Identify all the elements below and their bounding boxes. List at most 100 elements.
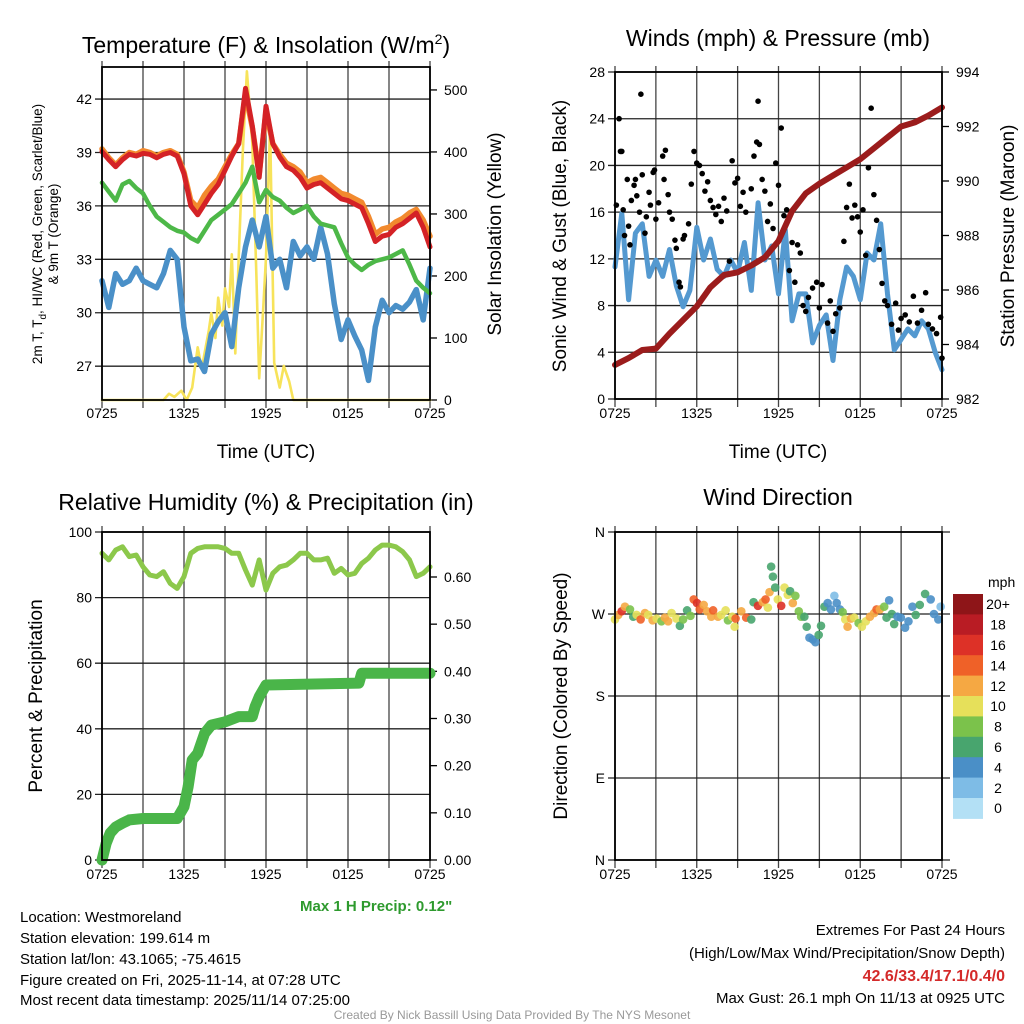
wind-gust-point bbox=[879, 280, 885, 287]
wind-gust-point bbox=[715, 203, 722, 210]
station-pressure-line bbox=[612, 104, 945, 368]
colorbar-swatch bbox=[953, 655, 983, 677]
wind-gust-point bbox=[832, 310, 839, 317]
wind-direction-point bbox=[830, 591, 839, 601]
wind-gust-point bbox=[762, 188, 768, 194]
wind-gust-point bbox=[837, 305, 843, 311]
wind-gust-point bbox=[732, 180, 738, 186]
extremes-title: Extremes For Past 24 Hours bbox=[816, 922, 1005, 939]
wind-gust-point bbox=[702, 188, 708, 194]
wind-gust-point bbox=[781, 212, 787, 219]
wind-direction-point bbox=[832, 598, 841, 608]
wind-gust-point bbox=[642, 230, 648, 236]
wind-direction-point bbox=[708, 606, 718, 615]
wind-gust-point bbox=[734, 175, 741, 182]
wind-gust-point bbox=[830, 328, 836, 335]
colorbar-label: 10 bbox=[990, 698, 1006, 714]
wind-direction-point bbox=[667, 608, 676, 618]
wind-gust-point bbox=[662, 147, 669, 154]
ylabel-part: 2m T, T bbox=[30, 320, 45, 365]
wind-direction-point bbox=[791, 591, 800, 601]
wind-gust-point bbox=[737, 203, 744, 210]
wind-direction-point bbox=[814, 630, 823, 640]
wind-gust-point bbox=[843, 204, 850, 211]
wind-gust-point bbox=[846, 181, 853, 187]
wind-gust-point bbox=[805, 294, 812, 301]
ylabel-part: , HI/WC (Red, Green, Scarlet/Blue) bbox=[30, 104, 45, 314]
rh-chart-title: Relative Humidity (%) & Precipitation (i… bbox=[58, 489, 473, 515]
x-tick-label: 0125 bbox=[332, 866, 363, 882]
wind-direction-point bbox=[816, 621, 826, 631]
wind-gust-point bbox=[723, 208, 730, 214]
wind-gust-point bbox=[726, 258, 733, 264]
temp-title-text: Temperature (F) & Insolation (W/m bbox=[82, 32, 435, 58]
wind-chart-title: Winds (mph) & Pressure (mb) bbox=[626, 25, 930, 51]
wind-gust-point bbox=[740, 189, 746, 196]
wind-gust-point bbox=[813, 279, 820, 286]
wind-direction-point bbox=[811, 637, 820, 647]
wind-chart: 0 4 8 12 16 20 24 28 982 984 986 988 990 992 994 0725 13… bbox=[589, 64, 979, 421]
colorbar-swatch bbox=[953, 798, 983, 819]
wind-direction-point bbox=[672, 614, 681, 623]
right-y-tick-label: 500 bbox=[444, 82, 468, 98]
wind-gust-point bbox=[929, 326, 936, 332]
x-tick-label: 1925 bbox=[250, 405, 281, 421]
colorbar-label: 4 bbox=[994, 759, 1002, 775]
wind-direction-point bbox=[730, 622, 739, 632]
wind-gust-point bbox=[748, 185, 755, 192]
colorbar-swatch bbox=[953, 757, 983, 779]
credit-line: Created By Nick Bassill Using Data Provi… bbox=[334, 1008, 691, 1022]
wind-gust-point bbox=[860, 207, 866, 213]
y-tick-label: 33 bbox=[76, 251, 92, 267]
wind-gust-point bbox=[797, 250, 804, 256]
wind-gust-point bbox=[756, 141, 763, 148]
wind-direction-point bbox=[773, 595, 783, 604]
wind-gust-point bbox=[824, 320, 831, 326]
wind-direction-point bbox=[721, 606, 730, 615]
wind-gust-point bbox=[857, 229, 864, 235]
wind-gust-point bbox=[651, 167, 658, 173]
wind-direction-point bbox=[900, 623, 910, 632]
right-y-tick-label: 992 bbox=[956, 119, 980, 135]
wind-gust-point bbox=[792, 279, 798, 286]
x-tick-label: 1325 bbox=[681, 405, 712, 421]
wind-gust-point bbox=[778, 125, 785, 131]
y-tick-label: 16 bbox=[589, 204, 605, 220]
wind-gust-point bbox=[721, 195, 727, 201]
wind-direction-point bbox=[884, 596, 894, 605]
wind-gust-point bbox=[643, 214, 650, 220]
colorbar-swatch bbox=[953, 634, 983, 656]
dir-chart-title: Wind Direction bbox=[703, 484, 853, 510]
wind-gust-point bbox=[800, 302, 806, 309]
y-tick-label: 0 bbox=[597, 391, 605, 407]
colorbar-label: 20+ bbox=[986, 596, 1010, 612]
wind-direction-point bbox=[934, 615, 943, 624]
colorbar-label: 14 bbox=[990, 657, 1006, 673]
extremes-values: 42.6/33.4/17.1/0.4/0 bbox=[863, 968, 1005, 985]
wind-y-axis-label: Sonic Wind & Gust (Blue, Black) bbox=[550, 100, 571, 372]
sonic-wind-line bbox=[612, 200, 945, 373]
wind-direction-point bbox=[843, 622, 852, 632]
figure-created: Figure created on Fri, 2025-11-14, at 07… bbox=[20, 972, 341, 989]
right-y-tick-label: 0.10 bbox=[444, 805, 471, 821]
wind-direction-point bbox=[802, 622, 812, 632]
wind-direction-point bbox=[699, 600, 708, 610]
wind-gust-point bbox=[677, 284, 684, 290]
rh-chart: 0 20 40 60 80 100 0.00 0.10 0.20 0.30 0.40 0.50 0.60… bbox=[69, 524, 472, 882]
station-location: Location: Westmoreland bbox=[20, 909, 181, 926]
wind-direction-point bbox=[765, 587, 774, 597]
wind-gust-point bbox=[751, 153, 757, 159]
wind-direction-point bbox=[889, 619, 899, 629]
relative-humidity-line bbox=[99, 542, 433, 593]
x-tick-label: 1325 bbox=[168, 405, 199, 421]
wind-gust-point bbox=[819, 281, 825, 288]
x-tick-label: 0725 bbox=[414, 405, 445, 421]
x-tick-label: 1325 bbox=[168, 866, 199, 882]
wind-direction-point bbox=[686, 611, 695, 621]
wind-gust-point bbox=[628, 197, 635, 204]
wind-direction-point bbox=[746, 615, 756, 624]
x-tick-label: 1925 bbox=[763, 866, 794, 882]
y-tick-label: 12 bbox=[589, 251, 605, 267]
